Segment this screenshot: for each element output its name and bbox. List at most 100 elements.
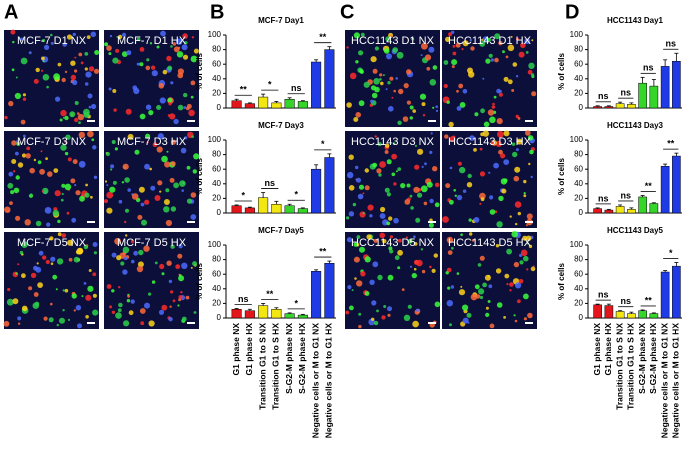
cell-dot	[14, 92, 21, 100]
cell-dot	[392, 47, 399, 53]
cell-dot	[84, 82, 89, 86]
cell-dot	[44, 44, 50, 51]
cell-dot	[46, 85, 49, 89]
cell-dot	[353, 242, 358, 247]
cell-dot	[159, 97, 166, 104]
cell-dot	[372, 261, 379, 268]
cell-dot	[50, 238, 53, 241]
cell-dot	[498, 195, 504, 202]
cell-dot	[44, 207, 52, 214]
cell-dot	[145, 133, 151, 139]
cell-dot	[385, 143, 390, 148]
cell-dot	[37, 282, 43, 288]
cell-dot	[161, 155, 168, 163]
cell-dot	[397, 249, 403, 256]
cell-dot	[493, 95, 497, 99]
cell-dot	[348, 154, 354, 160]
cell-dot	[50, 262, 54, 266]
micrograph	[104, 131, 199, 228]
cell-dot	[184, 136, 188, 140]
cell-dot	[515, 222, 518, 226]
cell-dot	[370, 85, 377, 91]
cell-dot	[126, 299, 131, 303]
y-tick-label: 20	[574, 89, 583, 98]
cell-dot	[145, 104, 152, 110]
cell-dot	[479, 171, 486, 177]
cell-dot	[479, 295, 484, 300]
cell-dot	[166, 150, 169, 153]
cell-dot	[445, 271, 449, 275]
cell-dot	[451, 65, 455, 69]
cell-dot	[37, 160, 42, 165]
cell-dot	[479, 202, 482, 205]
cell-dot	[122, 269, 128, 275]
cell-dot	[349, 305, 354, 311]
cell-dot	[177, 253, 183, 259]
y-tick-label: 0	[217, 313, 222, 322]
cell-dot	[363, 81, 370, 88]
cell-dot	[524, 38, 531, 45]
cell-dot	[531, 39, 534, 42]
cell-dot	[9, 201, 13, 206]
cell-dot	[183, 106, 187, 110]
cell-dot	[449, 166, 453, 170]
cell-dot	[523, 255, 529, 262]
cell-dot	[400, 183, 406, 189]
image-caption: HCC1143 D5 HX	[448, 237, 532, 249]
bar	[258, 96, 269, 109]
cell-dot	[459, 166, 466, 174]
cell-dot	[139, 113, 146, 120]
cell-dot	[386, 221, 391, 226]
cell-dot	[169, 113, 176, 120]
cell-dot	[172, 299, 176, 303]
cell-dot	[451, 30, 455, 34]
cell-dot	[190, 266, 193, 269]
cell-dot	[510, 35, 513, 38]
significance-label: *	[321, 139, 325, 149]
cell-dot	[16, 141, 21, 146]
cell-dot	[127, 133, 134, 140]
cell-dot	[26, 146, 31, 151]
cell-dot	[493, 162, 499, 169]
cell-dot	[72, 79, 78, 86]
cell-dot	[451, 59, 458, 66]
cell-dot	[389, 249, 394, 254]
cell-dot	[60, 198, 64, 202]
cell-dot	[347, 285, 352, 290]
cell-dot	[168, 317, 173, 322]
significance-label: **	[240, 85, 248, 95]
cell-dot	[193, 153, 200, 160]
cell-dot	[461, 48, 464, 51]
cell-dot	[78, 131, 86, 139]
significance-label: **	[319, 32, 327, 42]
cell-dot	[74, 184, 77, 187]
cell-dot	[358, 100, 365, 107]
cell-dot	[428, 222, 434, 228]
cell-dot	[511, 89, 515, 92]
cell-dot	[496, 88, 501, 94]
bar	[660, 166, 670, 214]
cell-dot	[515, 37, 519, 41]
panel-label: A	[4, 1, 18, 23]
cell-dot	[91, 103, 97, 110]
cell-dot	[478, 288, 485, 295]
y-tick-label: 100	[570, 135, 584, 144]
y-tick-label: 40	[212, 284, 221, 293]
cell-dot	[115, 312, 122, 319]
cell-dot	[77, 112, 80, 115]
bar	[324, 157, 335, 214]
cell-dot	[509, 215, 512, 218]
micrograph	[4, 30, 99, 127]
cell-dot	[130, 299, 135, 304]
cell-dot	[379, 213, 386, 219]
cell-dot	[462, 317, 469, 324]
cell-dot	[412, 109, 417, 113]
cell-dot	[420, 185, 428, 193]
bar	[627, 313, 636, 319]
cell-dot	[12, 170, 16, 173]
cell-dot	[435, 105, 439, 108]
cell-dot	[443, 60, 449, 65]
cell-dot	[84, 192, 90, 198]
cell-dot	[429, 150, 433, 154]
y-tick-label: 20	[212, 89, 221, 98]
